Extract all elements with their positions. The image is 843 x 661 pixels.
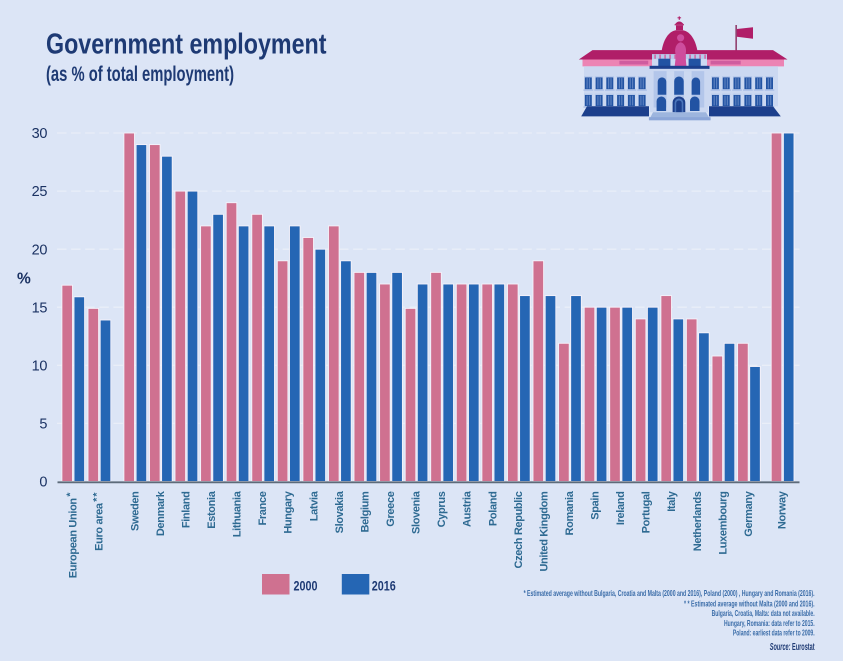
svg-text:Romania: Romania bbox=[564, 490, 576, 535]
svg-text:2000: 2000 bbox=[294, 579, 318, 594]
svg-text:France: France bbox=[257, 491, 269, 525]
svg-text:5: 5 bbox=[39, 417, 47, 433]
svg-text:30: 30 bbox=[32, 126, 48, 142]
svg-text:Cyprus: Cyprus bbox=[436, 491, 448, 527]
svg-text:20: 20 bbox=[32, 242, 48, 258]
svg-text:Slovenia: Slovenia bbox=[411, 490, 423, 534]
svg-text:Austria: Austria bbox=[462, 490, 474, 527]
svg-text:Estonia: Estonia bbox=[206, 490, 218, 529]
svg-text:Source: Eurostat: Source: Eurostat bbox=[770, 641, 815, 653]
svg-text:(as % of total employment): (as % of total employment) bbox=[46, 63, 234, 86]
svg-text:Germany: Germany bbox=[743, 490, 755, 536]
svg-text:Netherlands: Netherlands bbox=[692, 491, 704, 551]
svg-text:Lithuania: Lithuania bbox=[232, 490, 244, 537]
svg-text:Norway: Norway bbox=[777, 490, 789, 529]
svg-text:Italy: Italy bbox=[666, 490, 678, 511]
svg-text:10: 10 bbox=[32, 358, 48, 374]
svg-text:Finland: Finland bbox=[180, 492, 192, 529]
svg-text:Spain: Spain bbox=[590, 491, 602, 520]
svg-text:15: 15 bbox=[32, 300, 48, 316]
svg-text:Poland: earliest data refer to: Poland: earliest data refer to 2009. bbox=[733, 629, 815, 638]
svg-text:Portugal: Portugal bbox=[641, 491, 653, 533]
svg-text:* * Estimated average without: * * Estimated average without Malta (200… bbox=[684, 599, 815, 608]
svg-text:Ireland: Ireland bbox=[615, 492, 627, 526]
svg-text:Denmark: Denmark bbox=[155, 490, 167, 536]
svg-text:Poland: Poland bbox=[487, 492, 499, 527]
svg-text:2016: 2016 bbox=[372, 579, 396, 594]
svg-text:United Kingdom: United Kingdom bbox=[538, 491, 550, 572]
svg-text:Czech Republic: Czech Republic bbox=[513, 491, 525, 568]
svg-text:Greece: Greece bbox=[385, 491, 397, 526]
svg-text:Sweden: Sweden bbox=[129, 491, 141, 531]
svg-text:Government employment: Government employment bbox=[46, 28, 327, 60]
svg-text:25: 25 bbox=[32, 184, 48, 200]
svg-text:%: % bbox=[17, 271, 31, 288]
svg-text:Belgium: Belgium bbox=[359, 491, 371, 533]
svg-text:Euro area**: Euro area** bbox=[91, 492, 106, 551]
svg-text:Latvia: Latvia bbox=[308, 490, 320, 521]
svg-text:Hungary: Hungary bbox=[283, 490, 295, 533]
svg-text:Luxembourg: Luxembourg bbox=[717, 492, 729, 555]
svg-text:Bulgaria, Croatia, Malta: data: Bulgaria, Croatia, Malta: data not avail… bbox=[712, 609, 815, 618]
svg-text:Hungary, Romania: data refer t: Hungary, Romania: data refer to 2015. bbox=[724, 619, 815, 628]
svg-text:Slovakia: Slovakia bbox=[334, 490, 346, 533]
svg-text:0: 0 bbox=[39, 475, 47, 491]
svg-text:* Estimated average without Bu: * Estimated average without Bulgaria, Cr… bbox=[524, 589, 815, 598]
svg-text:European Union*: European Union* bbox=[65, 492, 80, 579]
